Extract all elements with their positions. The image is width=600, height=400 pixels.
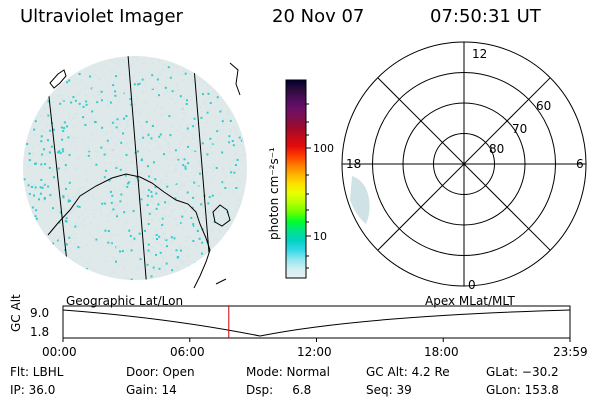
meridian-lines [44, 56, 213, 280]
geographic-lat-lon-title: Geographic Lat/Lon [66, 294, 184, 308]
glat-info: GLat: −30.2 [486, 365, 559, 379]
coastline [229, 62, 241, 96]
coastline [47, 173, 211, 289]
dsp-info: Dsp: 6.8 [246, 383, 312, 397]
uv-disc-background [23, 56, 247, 280]
coastline [212, 204, 231, 227]
instrument-title: Ultraviolet Imager [20, 6, 183, 27]
meridian-line [192, 56, 213, 280]
geographic-image-panel [23, 56, 247, 289]
ip-info: IP: 36.0 [10, 383, 56, 397]
observation-date: 20 Nov 07 [272, 6, 365, 27]
door-info: Door: Open [126, 365, 195, 379]
meridian-line [44, 59, 71, 280]
uv-emission-speckles [23, 56, 247, 280]
y-tick-label: 9.0 [30, 306, 50, 320]
mlt-label-18: 18 [346, 157, 361, 171]
x-tick-label: 23:59 [553, 345, 588, 359]
gc-alt-info: GC Alt: 4.2 Re [366, 365, 450, 379]
coastline [215, 278, 227, 285]
x-tick-label: 18:00 [424, 345, 459, 359]
mlt-label-12: 12 [472, 47, 487, 61]
mlat-label-70: 70 [512, 122, 527, 136]
polar-mlat-mlt-plot [341, 41, 587, 287]
colorbar-bar [285, 79, 307, 279]
x-tick-label: 00:00 [42, 345, 77, 359]
x-tick-label: 12:00 [297, 345, 332, 359]
apex-mlat-mlt-title: Apex MLat/MLT [425, 294, 515, 308]
gc-alt-axis-label: GC Alt [9, 294, 23, 332]
gc-altitude-curve [62, 309, 571, 337]
seq-info: Seq: 39 [366, 383, 412, 397]
polar-radial-line [377, 77, 551, 251]
mode-info: Mode: Normal [246, 365, 330, 379]
mlat-label-80: 80 [489, 142, 504, 156]
colorbar-units-label: photon cm⁻²s⁻¹ [267, 147, 281, 240]
filter-info: Flt: LBHL [10, 365, 64, 379]
colorbar-tick-label: 100 [313, 142, 334, 155]
colorbar: 100 10 photon cm⁻²s⁻¹ [267, 79, 334, 279]
observation-time: 07:50:31 UT [430, 6, 541, 27]
coastline-outlines [47, 62, 241, 289]
meridian-line [127, 56, 148, 280]
gain-info: Gain: 14 [126, 383, 177, 397]
x-tick-label: 06:00 [170, 345, 205, 359]
mlat-label-60: 60 [536, 99, 551, 113]
colorbar-tick-label: 10 [313, 230, 327, 243]
orbit-timeline [62, 305, 571, 342]
uv-edge-emission [350, 176, 370, 224]
mlt-label-0: 0 [468, 278, 476, 292]
y-tick-label: 1.8 [30, 325, 50, 339]
timeline-frame [62, 305, 571, 339]
mlt-label-6: 6 [576, 157, 584, 171]
glon-info: GLon: 153.8 [486, 383, 559, 397]
coastline [49, 69, 67, 89]
